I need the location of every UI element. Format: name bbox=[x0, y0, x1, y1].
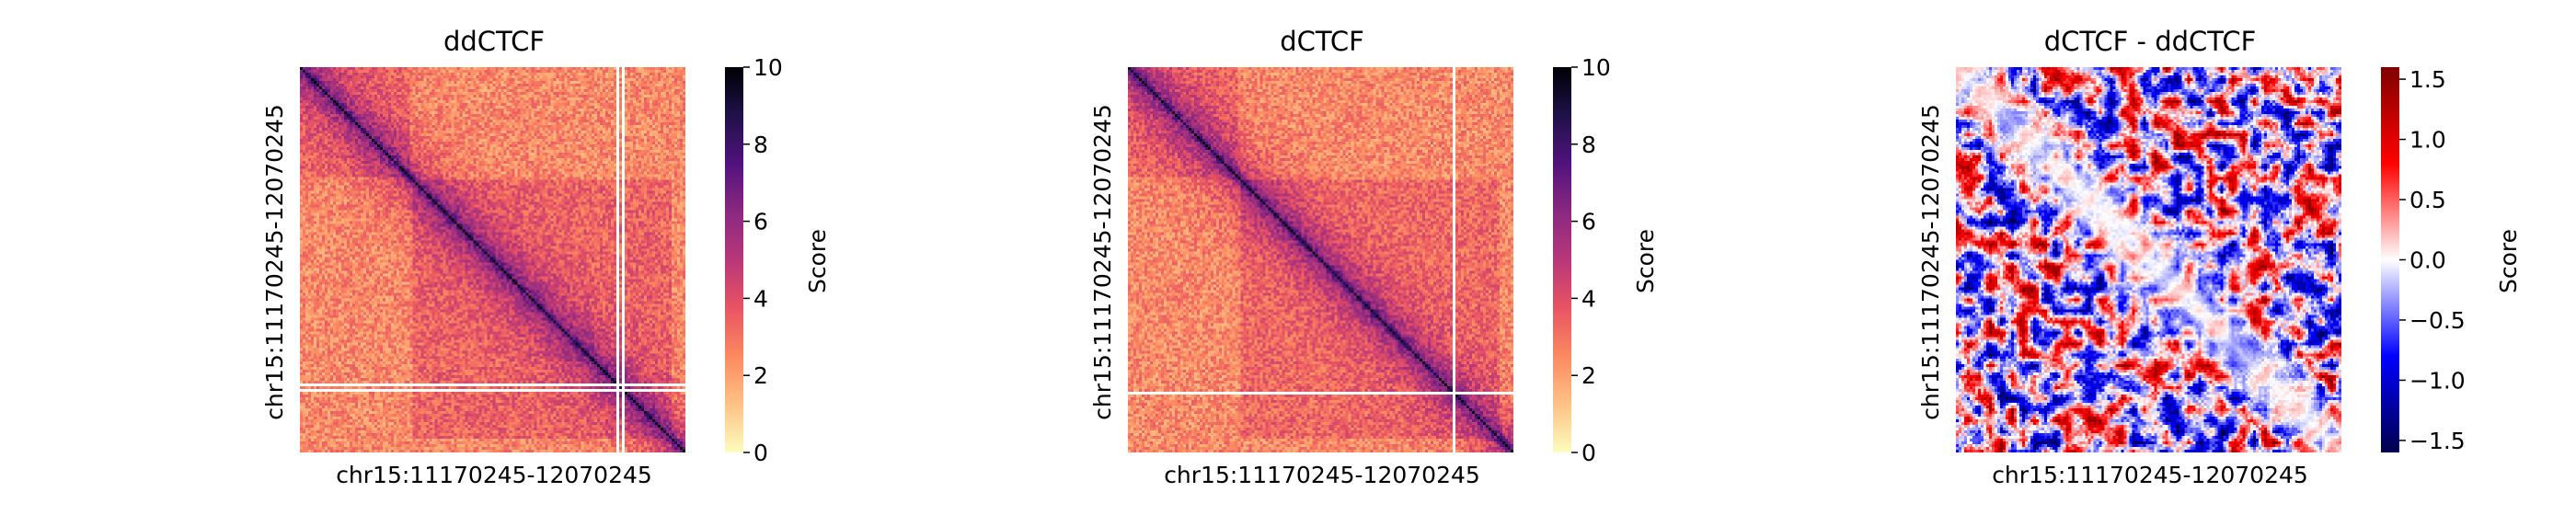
colorbar-tick-label: 6 bbox=[753, 209, 768, 235]
colorbar-tick-label: 0.0 bbox=[2409, 247, 2446, 274]
colorbar-tick-label: 0.5 bbox=[2409, 187, 2446, 213]
colorbar-tick-label: 2 bbox=[753, 362, 768, 389]
panel-2-colorbar-ticks: 0 2 4 6 8 10 bbox=[1571, 54, 1611, 466]
panel-1-title: ddCTCF bbox=[443, 26, 545, 57]
colorbar-tick-label: −1.0 bbox=[2409, 367, 2466, 394]
colorbar-tick-label: 10 bbox=[1581, 54, 1611, 81]
panel-3-xlabel: chr15:11170245-12070245 bbox=[1992, 462, 2308, 488]
colorbar-tick-label: 8 bbox=[753, 132, 768, 158]
panel-1-heatmap bbox=[300, 67, 685, 452]
colorbar-tick-label: 1.5 bbox=[2409, 66, 2446, 93]
panel-3-colorbar-label: Score bbox=[2495, 229, 2522, 293]
colorbar-tick-label: 2 bbox=[1581, 362, 1596, 389]
panel-1-ylabel: chr15:11170245-12070245 bbox=[261, 104, 288, 420]
panel-2-heatmap bbox=[1128, 67, 1513, 452]
panel-1-colorbar-ticks: 0 2 4 6 8 10 bbox=[743, 54, 783, 466]
colorbar-tick-label: 8 bbox=[1581, 132, 1596, 158]
panel-2-ylabel: chr15:11170245-12070245 bbox=[1089, 104, 1116, 420]
panel-2-colorbar-label: Score bbox=[1632, 229, 1659, 293]
panel-2-title: dCTCF bbox=[1280, 26, 1364, 57]
panel-3: dCTCF - ddCTCF chr15:11170245-12070245 c… bbox=[1917, 26, 2522, 488]
panel-3-colorbar bbox=[2381, 67, 2399, 452]
panel-3-ylabel: chr15:11170245-12070245 bbox=[1917, 104, 1944, 420]
panel-2: dCTCF chr15:11170245-12070245 chr15:1117… bbox=[1089, 26, 1659, 488]
colorbar-tick-label: 4 bbox=[1581, 285, 1596, 312]
colorbar-tick-label: 1.0 bbox=[2409, 127, 2446, 154]
panel-3-colorbar-ticks: 1.5 1.0 0.5 0.0 −0.5 −1.0 −1.5 bbox=[2399, 66, 2466, 454]
panel-1-xlabel: chr15:11170245-12070245 bbox=[336, 462, 652, 488]
panel-1-colorbar bbox=[725, 67, 743, 452]
colorbar-tick-label: 6 bbox=[1581, 209, 1596, 235]
colorbar-tick-label: −0.5 bbox=[2409, 307, 2466, 334]
panel-2-xlabel: chr15:11170245-12070245 bbox=[1164, 462, 1480, 488]
colorbar-tick-label: 10 bbox=[753, 54, 783, 81]
colorbar-tick-label: 0 bbox=[1581, 440, 1596, 466]
panel-1-colorbar-label: Score bbox=[804, 229, 831, 293]
panel-3-heatmap bbox=[1956, 67, 2341, 452]
panel-2-colorbar bbox=[1553, 67, 1571, 452]
colorbar-tick-label: 0 bbox=[753, 440, 768, 466]
panel-3-title: dCTCF - ddCTCF bbox=[2044, 26, 2257, 57]
colorbar-tick-label: −1.5 bbox=[2409, 428, 2466, 454]
panel-1: ddCTCF chr15:11170245-12070245 chr15:111… bbox=[261, 26, 831, 488]
colorbar-tick-label: 4 bbox=[753, 285, 768, 312]
